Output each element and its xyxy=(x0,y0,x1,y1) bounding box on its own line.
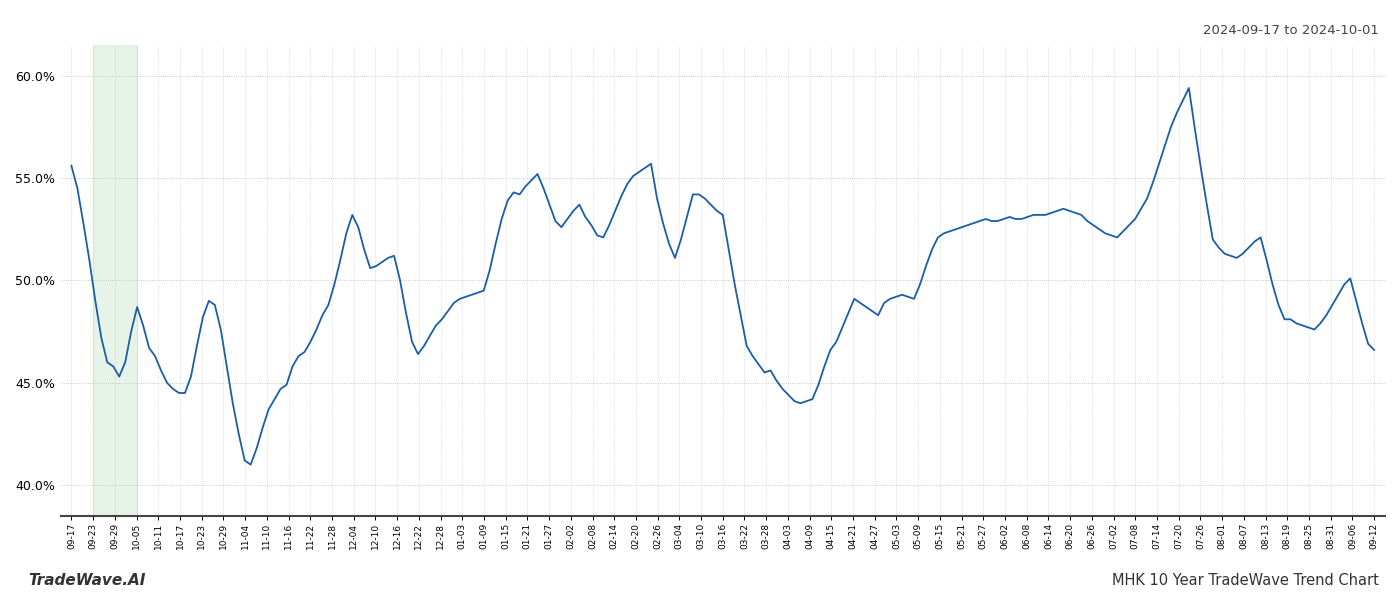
Text: MHK 10 Year TradeWave Trend Chart: MHK 10 Year TradeWave Trend Chart xyxy=(1112,573,1379,588)
Text: 2024-09-17 to 2024-10-01: 2024-09-17 to 2024-10-01 xyxy=(1203,24,1379,37)
Text: TradeWave.AI: TradeWave.AI xyxy=(28,573,146,588)
Bar xyxy=(94,45,137,516)
